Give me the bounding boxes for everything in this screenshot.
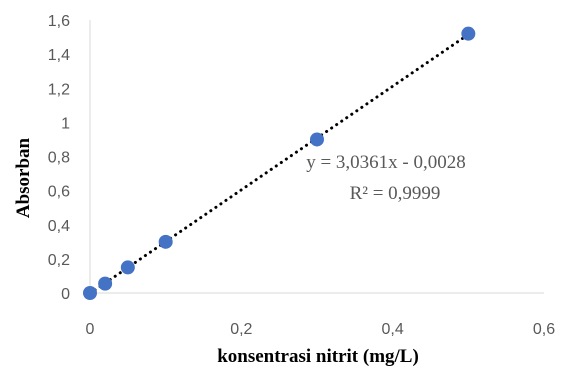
r-squared-label: R² = 0,9999 [350,183,441,204]
data-points [83,26,476,300]
y-tick-label: 0,4 [48,218,70,235]
x-tick-label: 0,6 [533,321,555,338]
y-tick-label: 1,4 [48,47,70,64]
x-tick-label: 0,4 [382,321,404,338]
x-tick-label: 0 [86,321,95,338]
x-axis-title: konsentrasi nitrit (mg/L) [217,346,419,367]
y-axis-title: Absorban [13,137,34,218]
data-point [83,286,97,300]
y-tick-label: 0 [61,286,70,303]
data-point [461,26,476,41]
x-tick-label: 0,2 [230,321,252,338]
data-point [310,132,324,147]
trendline-equation: y = 3,0361x - 0,0028 [306,152,466,173]
data-point [120,260,135,275]
y-tick-label: 0,8 [48,150,70,167]
x-tick-labels: 0 0,2 0,4 0,6 [86,321,556,338]
data-point [98,276,113,291]
axes [89,20,544,294]
data-point [158,234,173,249]
y-tick-label: 1,2 [48,81,70,98]
y-tick-label: 0,2 [48,252,70,269]
y-tick-label: 1 [61,115,70,132]
y-tick-label: 0,6 [48,184,70,201]
y-tick-label: 1,6 [48,13,70,30]
y-tick-labels: 0 0,2 0,4 0,6 0,8 1 1,2 1,4 1,6 [48,13,70,303]
